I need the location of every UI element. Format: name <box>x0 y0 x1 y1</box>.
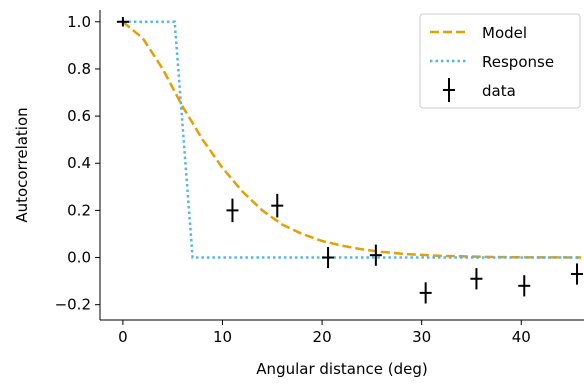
legend-data-label: data <box>482 82 516 100</box>
y-tick-label: 0.4 <box>67 154 91 172</box>
data-point <box>116 17 129 27</box>
data-point <box>518 275 531 297</box>
y-tick-label: 0.0 <box>67 249 91 267</box>
legend-data-swatch <box>443 78 455 102</box>
x-tick-label: 30 <box>412 328 431 346</box>
data-point <box>271 193 284 218</box>
data-point <box>369 244 382 266</box>
data-point <box>322 246 335 269</box>
legend-response-label: Response <box>482 53 554 71</box>
y-tick-label: 0.2 <box>67 201 91 219</box>
legend-frame <box>419 13 581 109</box>
data-point <box>419 282 432 304</box>
y-axis-label: Autocorrelation <box>13 107 31 222</box>
y-tick-label: 1.0 <box>67 13 91 31</box>
x-tick-label: 40 <box>512 328 531 346</box>
x-tick-label: 0 <box>118 328 128 346</box>
x-tick-label: 20 <box>313 328 332 346</box>
data-point <box>226 198 239 223</box>
legend: Model Response data <box>419 13 581 109</box>
data-point <box>571 263 584 285</box>
x-axis-label: Angular distance (deg) <box>256 360 427 378</box>
plot-area <box>116 17 584 304</box>
x-tick-label: 10 <box>213 328 232 346</box>
axes: 0 10 20 30 40 −0.2 0.0 0.2 0.4 0.6 0.8 1.0 <box>55 10 584 346</box>
y-tick-label: 0.6 <box>67 107 91 125</box>
y-tick-label: −0.2 <box>55 296 91 314</box>
legend-model-label: Model <box>482 24 527 42</box>
y-tick-label: 0.8 <box>67 60 91 78</box>
data-point <box>470 268 483 290</box>
